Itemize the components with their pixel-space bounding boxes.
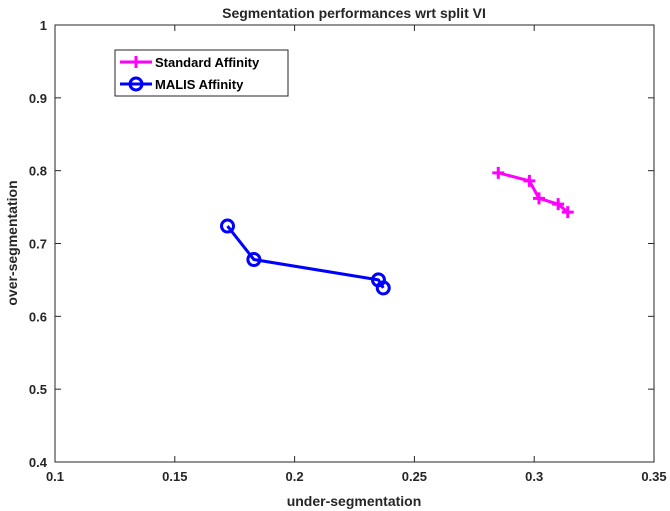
data-point-malis-affinity [246, 252, 262, 268]
y-tick-label: 0.5 [29, 382, 47, 397]
data-point-standard-affinity [492, 166, 505, 179]
legend-label-malis-affinity: MALIS Affinity [155, 77, 244, 92]
series-standard-affinity [492, 166, 574, 219]
x-tick-label: 0.25 [402, 469, 427, 484]
data-point-standard-affinity [561, 206, 574, 219]
chart-title: Segmentation performances wrt split VI [222, 5, 486, 21]
plot-frame [54, 24, 655, 463]
data-point-malis-affinity [220, 218, 236, 234]
x-axis: 0.1 0.15 0.2 0.25 0.3 0.35 [46, 25, 667, 484]
x-tick-label: 0.1 [46, 469, 64, 484]
y-tick-label: 0.6 [29, 309, 47, 324]
y-tick-label: 0.9 [29, 91, 47, 106]
legend-marker-malis-affinity [128, 76, 144, 92]
legend-box [114, 49, 289, 97]
y-axis: 0.4 0.5 0.6 0.7 0.8 0.9 1 [29, 18, 654, 470]
y-tick-label: 0.4 [29, 455, 48, 470]
x-tick-label: 0.2 [286, 469, 304, 484]
legend-label-standard-affinity: Standard Affinity [155, 55, 260, 70]
plot-area [54, 24, 655, 463]
legend: Standard Affinity MALIS Affinity [114, 49, 289, 97]
x-tick-label: 0.35 [641, 469, 666, 484]
legend-marker-standard-affinity [130, 56, 142, 68]
data-point-standard-affinity [552, 198, 565, 211]
data-point-malis-affinity [375, 280, 391, 296]
series-malis-affinity [220, 218, 391, 296]
series-layer [220, 166, 574, 296]
y-tick-label: 1 [40, 18, 47, 33]
x-axis-label: under-segmentation [287, 493, 422, 509]
data-point-standard-affinity [532, 192, 545, 205]
y-tick-label: 0.7 [29, 237, 47, 252]
y-axis-label: over-segmentation [4, 180, 20, 305]
x-tick-label: 0.3 [525, 469, 543, 484]
y-tick-label: 0.8 [29, 164, 47, 179]
x-tick-label: 0.15 [162, 469, 187, 484]
data-point-standard-affinity [523, 174, 536, 187]
